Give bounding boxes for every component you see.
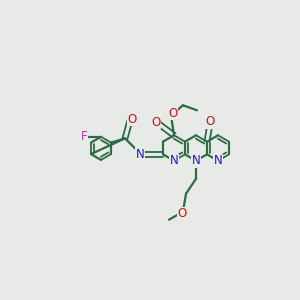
Text: N: N [214,154,222,167]
Text: O: O [177,207,187,220]
Text: N: N [136,148,144,161]
Text: O: O [152,116,160,129]
Text: F: F [81,130,87,143]
Text: O: O [168,107,178,120]
Text: O: O [206,115,214,128]
Text: O: O [128,113,136,126]
Text: N: N [169,154,178,167]
Text: N: N [192,154,200,167]
